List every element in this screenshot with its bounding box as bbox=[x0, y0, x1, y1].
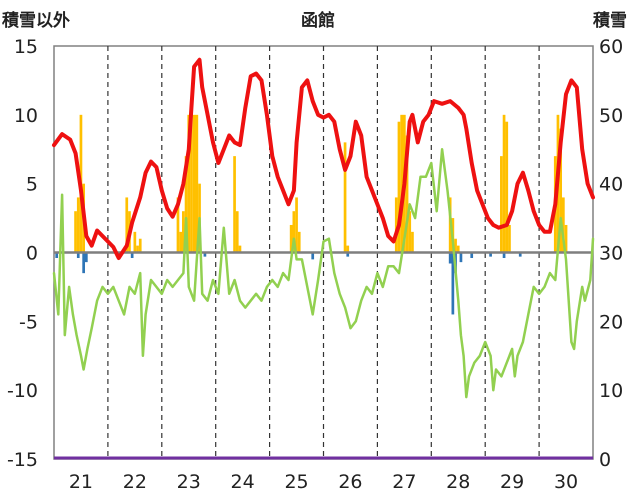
left-tick-label: 10 bbox=[14, 105, 38, 127]
snow-bar bbox=[192, 114, 196, 253]
snow-depth-bars bbox=[74, 114, 568, 253]
snow-bar bbox=[182, 211, 185, 253]
snow-bar bbox=[184, 156, 188, 253]
negative-bar bbox=[470, 252, 474, 259]
snow-bar bbox=[74, 211, 77, 253]
negative-bar bbox=[55, 252, 59, 259]
snow-bar bbox=[394, 197, 398, 253]
snow-bar bbox=[408, 211, 412, 253]
right-tick-label: 60 bbox=[599, 36, 623, 58]
snow-bar bbox=[346, 245, 350, 253]
snow-bar bbox=[76, 197, 80, 253]
negative-bar bbox=[130, 252, 134, 259]
vertical-gridlines bbox=[107, 46, 540, 459]
left-tick-label: 5 bbox=[26, 174, 38, 196]
snow-bar bbox=[400, 114, 404, 253]
negative-bar bbox=[203, 252, 207, 257]
x-tick-label: 23 bbox=[177, 471, 201, 493]
negative-bar bbox=[489, 252, 492, 257]
right-tick-label: 50 bbox=[599, 105, 623, 127]
negative-bar bbox=[84, 252, 88, 263]
snow-bar bbox=[233, 156, 236, 253]
negative-bar bbox=[459, 252, 463, 263]
snow-bar bbox=[508, 224, 511, 253]
x-tick-label: 22 bbox=[123, 471, 147, 493]
right-tick-label: 20 bbox=[599, 311, 623, 333]
left-tick-label: -10 bbox=[7, 380, 38, 402]
x-tick-label: 27 bbox=[392, 471, 416, 493]
snow-bar bbox=[125, 197, 129, 253]
snow-bar bbox=[564, 224, 568, 253]
snow-bar bbox=[289, 224, 293, 253]
snow-bar bbox=[500, 156, 503, 253]
snow-bar bbox=[133, 231, 137, 253]
red-series-line bbox=[52, 57, 595, 260]
chart-title: 函館 bbox=[301, 10, 335, 31]
snow-bar bbox=[176, 197, 180, 253]
snow-bar bbox=[405, 135, 409, 253]
left-axis-ticks: 15 10 5 0 -5 -10 -15 bbox=[7, 36, 38, 471]
x-tick-label: 29 bbox=[500, 471, 524, 493]
snow-bar bbox=[292, 211, 296, 253]
negative-bar bbox=[82, 252, 85, 274]
negative-bar bbox=[448, 252, 452, 264]
x-tick-label: 25 bbox=[284, 471, 308, 493]
negative-bar bbox=[346, 252, 350, 257]
snow-bar bbox=[138, 238, 142, 253]
right-tick-label: 30 bbox=[599, 243, 623, 265]
left-tick-label: -5 bbox=[19, 311, 38, 333]
x-tick-label: 30 bbox=[554, 471, 578, 493]
left-tick-label: 15 bbox=[14, 36, 38, 58]
snow-bar bbox=[454, 238, 457, 253]
negative-bar bbox=[518, 252, 522, 257]
snow-bar bbox=[238, 245, 242, 253]
right-axis-ticks: 60 50 40 30 20 10 0 bbox=[599, 36, 623, 471]
right-axis-label: 積雪 bbox=[593, 10, 627, 31]
green-series-line bbox=[52, 148, 595, 399]
snow-bar bbox=[397, 121, 401, 253]
green-series bbox=[52, 148, 595, 399]
snow-bar bbox=[502, 114, 506, 253]
x-tick-label: 24 bbox=[231, 471, 255, 493]
snow-bar bbox=[411, 231, 414, 253]
right-tick-label: 40 bbox=[599, 174, 623, 196]
negative-bar bbox=[502, 252, 506, 259]
snow-bar bbox=[235, 211, 239, 253]
snow-bar bbox=[505, 121, 509, 253]
x-tick-label: 21 bbox=[69, 471, 93, 493]
left-axis-label: 積雪以外 bbox=[2, 10, 70, 31]
snow-bar bbox=[190, 114, 193, 253]
snow-bar bbox=[295, 197, 298, 253]
left-tick-label: 0 bbox=[26, 243, 38, 265]
negative-bar bbox=[311, 252, 315, 260]
x-tick-label: 28 bbox=[446, 471, 470, 493]
snow-bar bbox=[343, 142, 347, 253]
right-tick-label: 10 bbox=[599, 380, 623, 402]
x-axis-ticks: 21 22 23 24 25 26 27 28 29 30 bbox=[69, 471, 578, 493]
left-tick-label: -15 bbox=[7, 449, 38, 471]
negative-bar bbox=[76, 252, 80, 259]
right-tick-label: 0 bbox=[599, 449, 611, 471]
snow-bar bbox=[195, 114, 199, 253]
x-tick-label: 26 bbox=[338, 471, 362, 493]
negative-bar bbox=[451, 252, 455, 315]
snow-bar bbox=[562, 197, 565, 253]
snow-bar bbox=[179, 231, 183, 253]
red-series bbox=[52, 57, 595, 260]
snow-bar bbox=[456, 245, 460, 253]
snow-bar bbox=[187, 114, 191, 253]
snow-bar bbox=[136, 245, 139, 253]
snow-bar bbox=[297, 231, 301, 253]
snow-bar bbox=[559, 128, 563, 253]
